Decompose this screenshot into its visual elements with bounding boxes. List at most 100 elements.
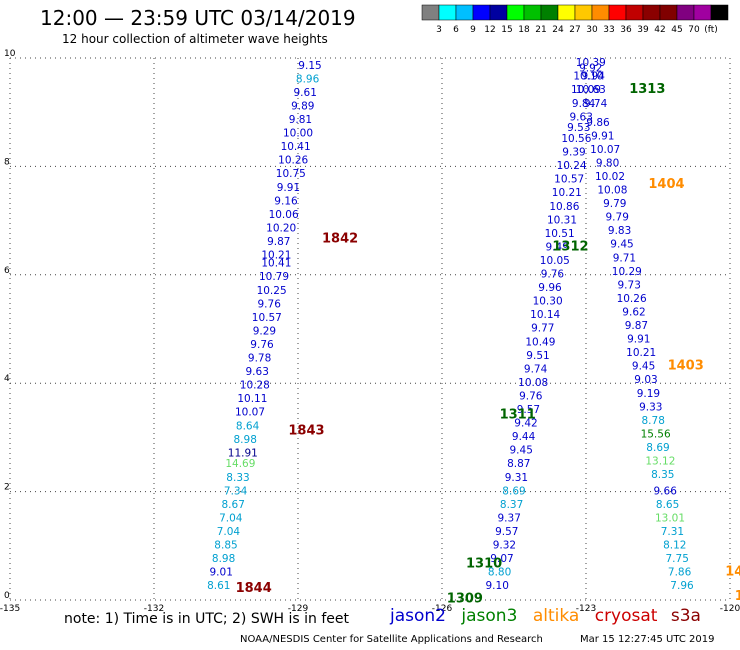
wave-height-value: 9.44 [512, 431, 536, 443]
wave-height-value: 7.96 [670, 580, 694, 592]
wave-height-value: 9.87 [625, 320, 648, 332]
wave-height-value: 8.12 [663, 540, 686, 552]
wave-height-value: 10.07 [590, 144, 620, 156]
wave-height-value: 9.92 [579, 63, 602, 75]
wave-height-value: 10.08 [518, 377, 548, 389]
wave-height-value: 10.07 [235, 407, 265, 419]
footer-timestamp: Mar 15 12:27:45 UTC 2019 [580, 634, 715, 645]
units-note: note: 1) Time is in UTC; 2) SWH is in fe… [64, 611, 350, 627]
wave-height-value: 7.04 [217, 526, 241, 538]
chart-subtitle: 12 hour collection of altimeter wave hei… [62, 32, 328, 46]
color-scale-swatch [591, 4, 610, 21]
wave-height-value: 10.29 [612, 266, 642, 278]
wave-height-value: 9.96 [538, 282, 562, 294]
x-tick-label: -126 [432, 604, 453, 614]
wave-height-value: 7.31 [661, 526, 684, 538]
footer-credit: NOAA/NESDIS Center for Satellite Applica… [240, 634, 543, 645]
color-scale-label: (ft) [704, 25, 718, 35]
wave-height-value: 13.01 [655, 512, 685, 524]
wave-height-value: 15.56 [641, 428, 671, 440]
color-scale-label: 70 [688, 25, 700, 35]
wave-height-value: 9.74 [584, 98, 608, 110]
wave-height-value: 11.91 [228, 447, 258, 459]
wave-height-value: 10.75 [276, 168, 306, 180]
wave-height-value: 8.61 [207, 580, 230, 592]
wave-height-value: 10.02 [595, 171, 625, 183]
color-scale-label: 3 [436, 25, 442, 35]
wave-height-value: 9.83 [608, 225, 631, 237]
color-scale-label: 27 [569, 25, 580, 35]
wave-height-value: 7.86 [668, 567, 692, 579]
wave-height-value: 9.42 [514, 418, 537, 430]
wave-height-value: 10.41 [261, 258, 291, 270]
wave-height-value: 9.07 [490, 553, 513, 565]
color-scale-swatch [489, 4, 508, 21]
wave-height-value: 10.57 [252, 312, 282, 324]
color-scale-swatch [557, 4, 576, 21]
color-scale-swatch [523, 4, 542, 21]
wave-height-value: 9.91 [591, 130, 614, 142]
wave-height-value: 9.86 [586, 117, 610, 129]
wave-height-value: 10.21 [626, 347, 656, 359]
wave-height-value: 8.37 [500, 499, 523, 511]
wave-height-value: 10.14 [530, 309, 560, 321]
chart-title: 12:00 — 23:59 UTC 03/14/2019 [40, 6, 356, 30]
pass-label: 1311 [500, 407, 536, 422]
wave-height-value: 8.69 [502, 485, 525, 497]
x-axis: -135 -132 -129 -126 -123 -120 [0, 604, 740, 614]
wave-height-value: 10.51 [545, 228, 575, 240]
wave-height-value: 8.67 [222, 499, 245, 511]
y-tick-label: 6 [4, 266, 10, 276]
color-scale-label: 18 [518, 25, 530, 35]
wave-height-value: 9.91 [277, 182, 300, 194]
pass-label: 1843 [288, 424, 324, 439]
wave-height-value: 10.28 [240, 380, 270, 392]
color-scale-label: 36 [620, 25, 632, 35]
wave-height-value: 10.26 [617, 293, 647, 305]
x-tick-label: -120 [720, 604, 740, 614]
x-tick-label: -129 [288, 604, 309, 614]
wave-height-value: 9.57 [517, 404, 540, 416]
color-scale-bar: 3 6 9 12 15 18 21 24 27 30 33 36 39 42 45 70 (ft) [421, 4, 729, 35]
pass-label: 1403 [668, 359, 704, 374]
wave-height-value: 9.31 [505, 472, 528, 484]
color-scale-swatch [472, 4, 491, 21]
wave-height-value: 9.45 [510, 445, 533, 457]
color-scale-label: 39 [637, 25, 649, 35]
legend-item-s3a: s3a [670, 606, 701, 626]
wave-height-value: 8.35 [651, 469, 674, 481]
wave-height-value: 9.66 [654, 485, 678, 497]
pass-label: 140 [735, 589, 740, 604]
wave-height-value: 13.12 [645, 456, 675, 468]
wave-height-value: 8.64 [236, 420, 260, 432]
wave-height-value: 9.79 [603, 198, 626, 210]
color-scale-swatch [574, 4, 593, 21]
wave-height-value: 10.30 [533, 296, 563, 308]
wave-height-value: 10.11 [237, 393, 267, 405]
color-scale-label: 42 [654, 25, 665, 35]
data-points: 9.158.969.619.899.8110.0010.4110.2610.75… [207, 57, 694, 592]
wave-height-value: 10.10 [573, 71, 603, 83]
pass-label: 1842 [322, 231, 358, 246]
legend-item-jason2: jason2 [390, 606, 446, 626]
pass-label: 1844 [236, 581, 272, 596]
color-scale-label: 6 [453, 25, 459, 35]
wave-height-value: 9.37 [498, 512, 521, 524]
wave-height-value: 8.65 [656, 499, 679, 511]
color-scale-swatch [540, 4, 559, 21]
x-tick-label: -135 [0, 604, 20, 614]
wave-height-value: 7.04 [219, 512, 243, 524]
color-scale-swatch [608, 4, 627, 21]
wave-height-value: 7.75 [666, 553, 689, 565]
wave-height-value: 9.63 [246, 366, 269, 378]
color-scale-swatch [438, 4, 457, 21]
wave-height-value: 8.33 [226, 472, 249, 484]
pass-labels: 1842 1843 1844 1313 1312 1311 1310 1309 1404 1403… [236, 82, 740, 606]
wave-height-value: 10.79 [259, 271, 289, 283]
wave-height-value: 10.21 [261, 250, 291, 262]
wave-height-value: 9.33 [639, 401, 662, 413]
color-scale-swatch [421, 4, 440, 21]
x-tick-label: -132 [144, 604, 164, 614]
wave-height-value: 10.63 [576, 84, 606, 96]
color-scale-swatch [625, 4, 644, 21]
